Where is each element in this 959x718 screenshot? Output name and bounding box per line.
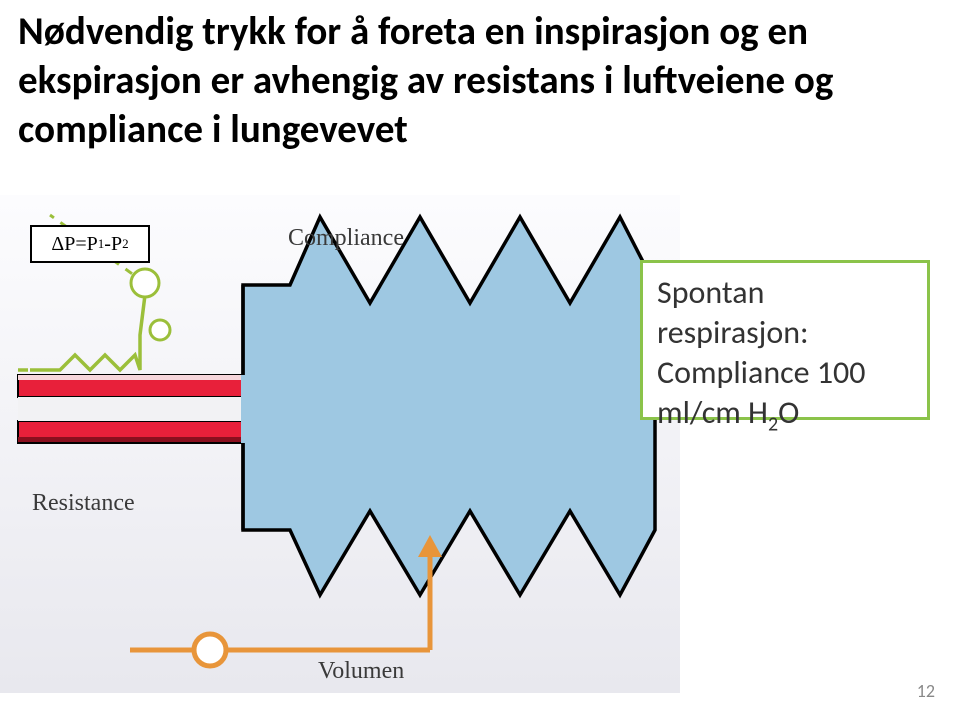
label-resistance: Resistance	[32, 490, 135, 517]
label-compliance: Compliance	[288, 225, 404, 252]
callout-line1: Spontan	[657, 273, 913, 313]
callout-box: Spontan respirasjon: Compliance 100 ml/c…	[640, 260, 930, 420]
label-volumen: Volumen	[318, 658, 404, 685]
page-number: 12	[917, 680, 935, 702]
callout-line2: respirasjon:	[657, 313, 913, 353]
callout-line3: Compliance 100	[657, 353, 913, 393]
diagram-svg	[0, 195, 680, 693]
page-title: Nødvendig trykk for å foreta en inspiras…	[18, 8, 941, 154]
respiration-diagram: ΔP=P1-P2 Compliance Resistance Volumen	[0, 195, 680, 693]
delta-p-formula: ΔP=P1-P2	[30, 225, 150, 263]
callout-line4: ml/cm H2O	[657, 393, 913, 437]
